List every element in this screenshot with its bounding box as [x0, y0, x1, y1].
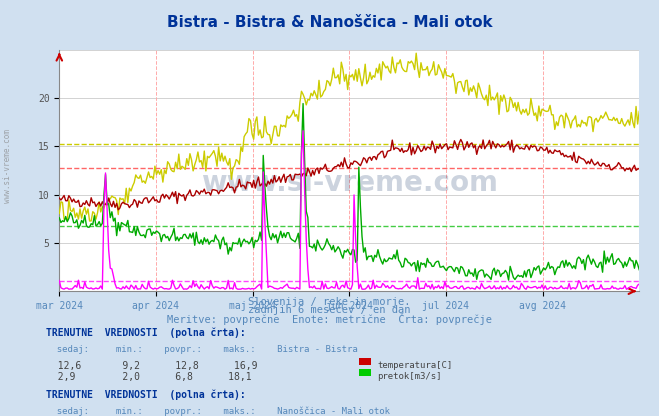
- Text: sedaj:     min.:    povpr.:    maks.:    Bistra - Bistra: sedaj: min.: povpr.: maks.: Bistra - Bis…: [46, 345, 358, 354]
- Text: Meritve: povprečne  Enote: metrične  Črta: povprečje: Meritve: povprečne Enote: metrične Črta:…: [167, 313, 492, 325]
- Text: sedaj:     min.:    povpr.:    maks.:    Nanoščica - Mali otok: sedaj: min.: povpr.: maks.: Nanoščica - …: [46, 407, 390, 416]
- Text: Slovenija / reke in morje.: Slovenija / reke in morje.: [248, 297, 411, 307]
- Text: temperatura[C]: temperatura[C]: [377, 361, 452, 370]
- Text: www.si-vreme.com: www.si-vreme.com: [3, 129, 13, 203]
- Text: zadnjih 6 mesecev / en dan: zadnjih 6 mesecev / en dan: [248, 305, 411, 315]
- Text: 2,9        2,0      6,8      18,1: 2,9 2,0 6,8 18,1: [46, 372, 252, 382]
- Text: www.si-vreme.com: www.si-vreme.com: [201, 168, 498, 197]
- Text: pretok[m3/s]: pretok[m3/s]: [377, 372, 442, 381]
- Text: TRENUTNE  VREDNOSTI  (polna črta):: TRENUTNE VREDNOSTI (polna črta):: [46, 328, 246, 338]
- Text: 12,6       9,2      12,8      16,9: 12,6 9,2 12,8 16,9: [46, 361, 258, 371]
- Text: Bistra - Bistra & Nanoščica - Mali otok: Bistra - Bistra & Nanoščica - Mali otok: [167, 15, 492, 30]
- Text: TRENUTNE  VREDNOSTI  (polna črta):: TRENUTNE VREDNOSTI (polna črta):: [46, 389, 246, 400]
